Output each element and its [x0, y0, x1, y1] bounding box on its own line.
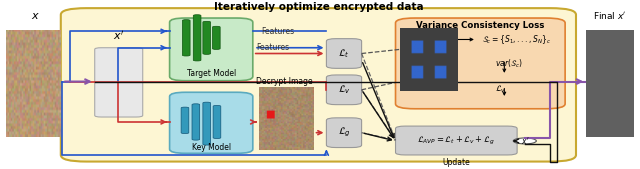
- FancyBboxPatch shape: [95, 48, 143, 117]
- FancyBboxPatch shape: [181, 107, 189, 134]
- Text: $\mathcal{L}_v$: $\mathcal{L}_v$: [495, 83, 506, 95]
- FancyBboxPatch shape: [203, 21, 211, 54]
- Text: Features: Features: [261, 27, 294, 36]
- FancyBboxPatch shape: [326, 39, 362, 68]
- Text: Final $x'$: Final $x'$: [593, 10, 627, 21]
- FancyBboxPatch shape: [213, 105, 221, 138]
- FancyBboxPatch shape: [192, 104, 200, 140]
- FancyBboxPatch shape: [326, 75, 362, 105]
- Text: $\mathcal{L}_t$: $\mathcal{L}_t$: [338, 47, 350, 60]
- Text: $\mathcal{L}_v$: $\mathcal{L}_v$: [337, 83, 351, 96]
- Text: Iteratively optimize encrypted data: Iteratively optimize encrypted data: [214, 2, 424, 12]
- Text: $x$: $x$: [31, 11, 40, 21]
- FancyBboxPatch shape: [182, 20, 190, 56]
- Text: $x'$: $x'$: [520, 135, 529, 146]
- Text: $\mathcal{L}_{AVP}=\mathcal{L}_t+\mathcal{L}_v+\mathcal{L}_g$: $\mathcal{L}_{AVP}=\mathcal{L}_t+\mathca…: [417, 135, 495, 147]
- FancyBboxPatch shape: [203, 102, 211, 145]
- FancyBboxPatch shape: [170, 92, 253, 153]
- FancyBboxPatch shape: [326, 118, 362, 148]
- Text: Target Model: Target Model: [187, 69, 236, 78]
- Text: Decrypt Image: Decrypt Image: [257, 78, 313, 87]
- Circle shape: [513, 138, 536, 144]
- Text: $x'$: $x'$: [113, 29, 124, 42]
- FancyBboxPatch shape: [170, 18, 253, 81]
- Text: $x'$: $x'$: [412, 40, 421, 51]
- Text: Update: Update: [442, 158, 470, 167]
- Text: Variance Consistency Loss: Variance Consistency Loss: [416, 21, 545, 30]
- Text: $\mathcal{L}_g$: $\mathcal{L}_g$: [337, 126, 351, 139]
- FancyBboxPatch shape: [61, 8, 576, 162]
- FancyBboxPatch shape: [193, 15, 201, 61]
- FancyBboxPatch shape: [396, 126, 517, 155]
- FancyBboxPatch shape: [396, 18, 565, 109]
- Text: $var(\mathcal{S}_c)$: $var(\mathcal{S}_c)$: [495, 58, 522, 70]
- FancyBboxPatch shape: [212, 26, 220, 49]
- Text: Key Model: Key Model: [191, 143, 231, 152]
- Text: Features: Features: [256, 43, 289, 52]
- Text: $\mathcal{S}_c = \{S_1,...,S_N\}_c$: $\mathcal{S}_c = \{S_1,...,S_N\}_c$: [482, 33, 551, 46]
